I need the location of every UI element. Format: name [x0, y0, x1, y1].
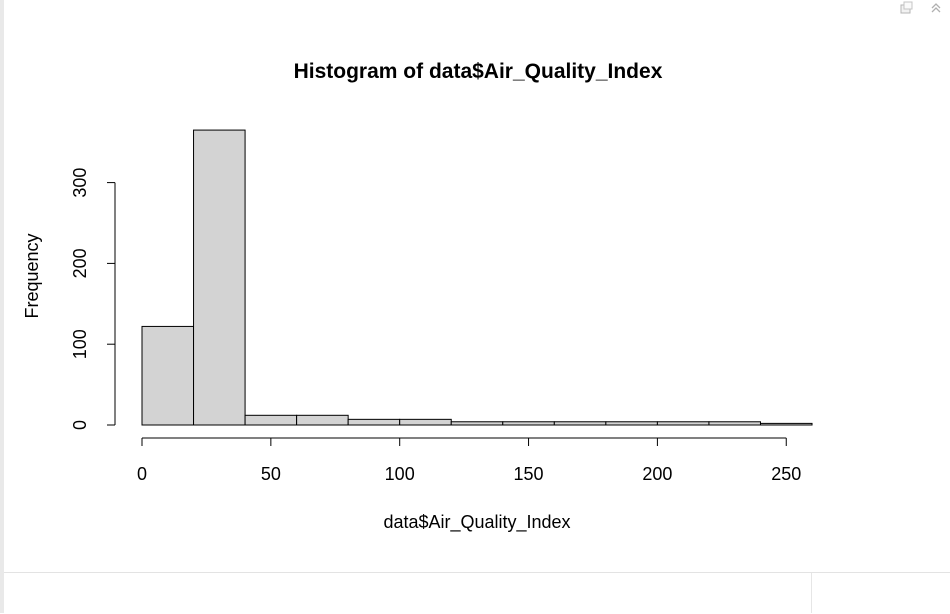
histogram-bar	[605, 421, 658, 426]
y-axis: 0 100 200 300	[70, 168, 116, 430]
histogram-bar	[708, 421, 761, 426]
y-tick-label: 0	[70, 420, 90, 430]
bottom-pane-divider	[811, 573, 812, 613]
chart-title: Histogram of data$Air_Quality_Index	[294, 60, 663, 83]
export-icon[interactable]	[898, 0, 914, 16]
x-axis: 0 50 100 150 200 250	[137, 437, 801, 484]
bars-layer	[141, 129, 813, 426]
histogram-bar	[450, 421, 504, 426]
histogram-bar	[347, 418, 401, 426]
x-tick-label: 50	[261, 464, 281, 484]
histogram-bar	[244, 414, 298, 426]
double-chevron-up-icon[interactable]	[928, 0, 944, 16]
y-tick-label: 100	[70, 329, 90, 359]
y-tick-label: 200	[70, 248, 90, 278]
x-tick-label: 100	[385, 464, 415, 484]
x-tick-label: 150	[514, 464, 544, 484]
histogram-bar	[141, 325, 195, 426]
y-axis-label: Frequency	[22, 233, 42, 318]
y-tick-label: 300	[70, 168, 90, 198]
histogram-bar	[553, 421, 607, 426]
histogram-bar	[759, 422, 813, 426]
histogram-bar	[296, 414, 349, 426]
bottom-pane	[4, 572, 950, 614]
x-tick-label: 200	[642, 464, 672, 484]
x-axis-label: data$Air_Quality_Index	[383, 512, 570, 533]
x-tick-label: 250	[771, 464, 801, 484]
histogram-bar	[399, 418, 452, 426]
histogram-bar	[502, 421, 555, 426]
histogram-bar	[656, 421, 710, 426]
x-tick-label: 0	[137, 464, 147, 484]
pane-edge	[0, 0, 4, 613]
histogram-bar	[193, 129, 246, 426]
